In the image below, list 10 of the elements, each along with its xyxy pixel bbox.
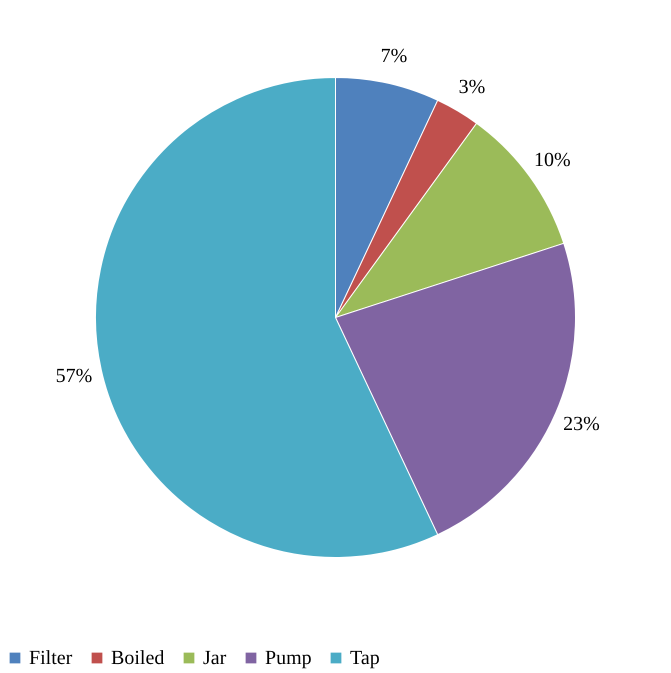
data-label: 7% [380,44,408,67]
data-label: 3% [458,76,486,98]
legend-label: Boiled [111,647,164,669]
legend-label: Pump [265,647,312,669]
data-label: 10% [534,148,571,171]
data-label: 23% [563,412,600,435]
data-label: 57% [56,364,92,387]
legend-label: Filter [29,647,73,669]
legend-label: Tap [350,647,380,669]
legend-label: Jar [203,647,227,669]
